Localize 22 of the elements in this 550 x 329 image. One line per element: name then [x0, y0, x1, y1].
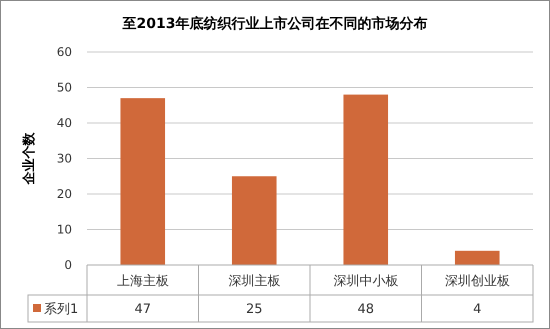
- data-label: 4: [473, 302, 482, 317]
- bar: [343, 94, 388, 265]
- x-tick-label: 上海主板: [116, 273, 169, 289]
- x-tick-label: 深圳创业板: [444, 274, 510, 289]
- y-tick-label: 30: [56, 152, 72, 166]
- y-tick-label: 40: [56, 116, 72, 130]
- y-tick-label: 10: [56, 222, 72, 237]
- bar: [232, 176, 277, 265]
- y-axis-title: 企业个数: [22, 132, 37, 186]
- y-tick-label: 0: [64, 258, 72, 272]
- y-tick-label: 60: [56, 45, 72, 60]
- legend-label: 系列1: [44, 302, 78, 317]
- data-label: 25: [246, 302, 263, 317]
- y-tick-label: 20: [56, 187, 72, 202]
- x-tick-label: 深圳中小板: [333, 274, 398, 289]
- data-label: 48: [357, 302, 374, 317]
- chart-title: 至2013年底纺织行业上市公司在不同的市场分布: [122, 15, 428, 32]
- bar: [454, 250, 500, 265]
- y-tick-label: 50: [56, 80, 72, 95]
- data-label: 47: [134, 302, 152, 317]
- x-tick-label: 深圳主板: [228, 273, 280, 289]
- bar: [120, 98, 166, 265]
